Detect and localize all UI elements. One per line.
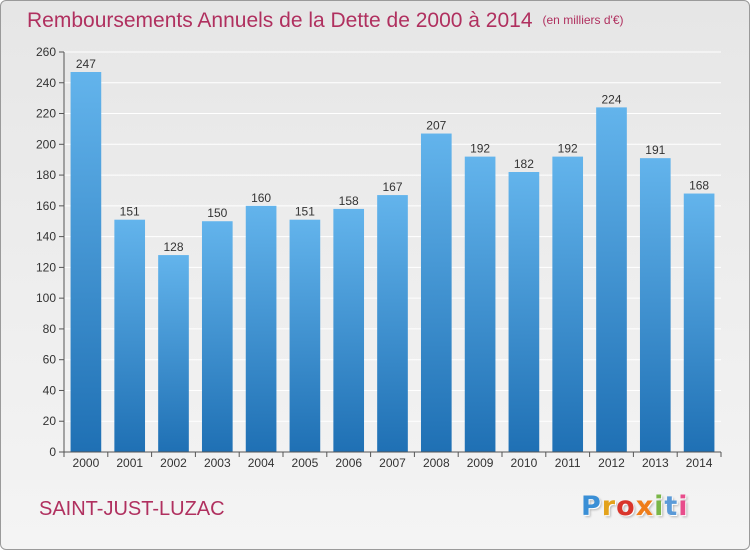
bar[interactable] bbox=[333, 208, 365, 452]
bar-value-label: 192 bbox=[558, 142, 578, 156]
bar[interactable] bbox=[683, 193, 715, 453]
logo-letter: i bbox=[654, 491, 665, 522]
bar[interactable] bbox=[420, 133, 452, 453]
y-tick-label: 260 bbox=[36, 45, 56, 59]
x-tick-label: 2009 bbox=[467, 456, 494, 470]
bar-value-label: 151 bbox=[295, 205, 315, 219]
bar[interactable] bbox=[464, 156, 496, 452]
bar[interactable] bbox=[245, 205, 277, 452]
bar-value-label: 207 bbox=[426, 119, 446, 133]
x-tick-label: 2001 bbox=[116, 456, 143, 470]
bar[interactable] bbox=[158, 255, 189, 452]
x-tick-label: 2006 bbox=[335, 456, 362, 470]
bar[interactable] bbox=[289, 219, 321, 452]
axes: 0 20 40 60 80 100 120 140 160 180 200 220 240 260 2000… bbox=[36, 45, 722, 470]
bar-value-label: 168 bbox=[689, 179, 709, 193]
y-tick-label: 180 bbox=[36, 168, 56, 182]
bar-value-label: 160 bbox=[251, 191, 271, 205]
y-tick-label: 220 bbox=[36, 107, 56, 121]
logo-letter: P bbox=[581, 491, 602, 522]
bars: 247 151 128 150 160 151 158 167 207 192 182 192 224 1… bbox=[70, 57, 715, 453]
logo-letter: r bbox=[601, 491, 617, 522]
y-tick-label: 120 bbox=[36, 260, 56, 274]
x-tick-label: 2007 bbox=[379, 456, 406, 470]
logo-letter: x bbox=[635, 491, 655, 522]
x-tick-label: 2004 bbox=[248, 456, 275, 470]
commune-name: SAINT-JUST-LUZAC bbox=[39, 498, 225, 520]
bar[interactable] bbox=[552, 156, 584, 452]
bar-value-label: 192 bbox=[470, 142, 490, 156]
x-tick-label: 2002 bbox=[160, 456, 187, 470]
x-tick-label: 2003 bbox=[204, 456, 231, 470]
x-tick-label: 2005 bbox=[292, 456, 319, 470]
y-tick-label: 100 bbox=[36, 291, 56, 305]
bar[interactable] bbox=[508, 172, 540, 452]
bar-value-label: 150 bbox=[207, 206, 227, 220]
bar[interactable] bbox=[639, 158, 671, 452]
proxiti-logo[interactable]: Proxiti bbox=[581, 489, 691, 525]
x-tick-label: 2014 bbox=[686, 456, 713, 470]
bar-value-label: 182 bbox=[514, 157, 534, 171]
bar[interactable] bbox=[201, 221, 233, 452]
x-tick-label: 2011 bbox=[555, 456, 581, 470]
bar[interactable] bbox=[596, 107, 627, 452]
chart-unit: (en milliers d'€) bbox=[542, 13, 624, 27]
x-tick-label: 2000 bbox=[73, 456, 100, 470]
bar[interactable] bbox=[377, 195, 408, 453]
y-tick-label: 160 bbox=[36, 199, 56, 213]
y-tick-label: 40 bbox=[43, 383, 57, 397]
x-tick-label: 2013 bbox=[642, 456, 669, 470]
y-tick-label: 200 bbox=[36, 137, 56, 151]
bar-value-label: 191 bbox=[645, 143, 665, 157]
bar[interactable] bbox=[70, 72, 102, 452]
y-tick-label: 240 bbox=[36, 76, 56, 90]
bar-value-label: 224 bbox=[601, 92, 621, 106]
y-tick-label: 60 bbox=[43, 353, 57, 367]
logo-letter: i bbox=[678, 491, 689, 522]
y-tick-label: 80 bbox=[43, 322, 57, 336]
bar[interactable] bbox=[114, 219, 146, 452]
chart-title-text: Remboursements Annuels de la Dette de 20… bbox=[27, 9, 533, 32]
x-tick-label: 2008 bbox=[423, 456, 450, 470]
y-tick-label: 140 bbox=[36, 230, 56, 244]
bar-value-label: 167 bbox=[382, 180, 402, 194]
x-tick-label: 2010 bbox=[511, 456, 538, 470]
x-tick-label: 2012 bbox=[598, 456, 625, 470]
bar-value-label: 158 bbox=[339, 194, 359, 208]
y-tick-label: 0 bbox=[49, 445, 56, 459]
bar-value-label: 247 bbox=[76, 57, 96, 71]
bar-value-label: 151 bbox=[120, 205, 140, 219]
logo-letter: o bbox=[616, 491, 636, 522]
bar-value-label: 128 bbox=[163, 240, 183, 254]
y-tick-label: 20 bbox=[43, 414, 57, 428]
logo-letter: t bbox=[664, 491, 679, 522]
chart-title: Remboursements Annuels de la Dette de 20… bbox=[27, 7, 624, 34]
